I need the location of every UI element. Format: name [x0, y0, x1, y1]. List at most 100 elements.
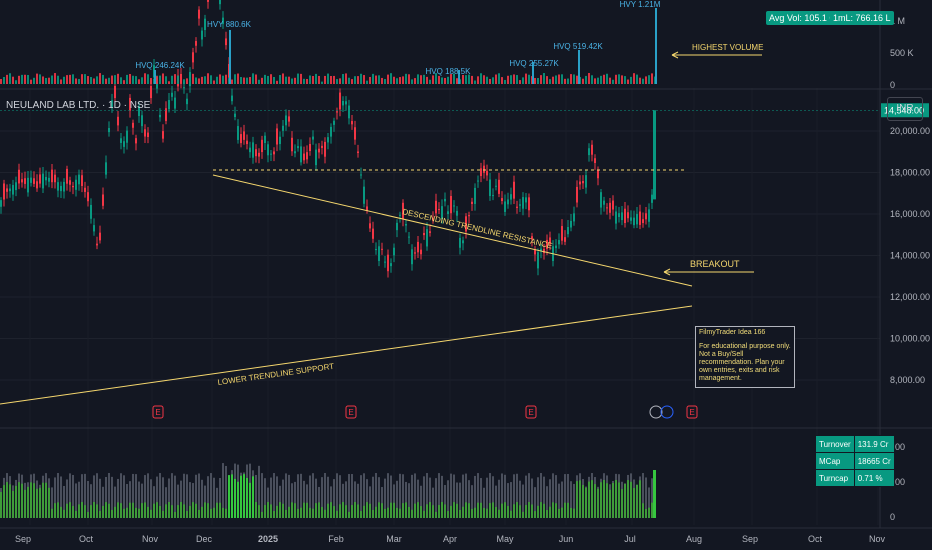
candle-body [627, 212, 629, 219]
volume-bar [486, 76, 488, 84]
candle-body [360, 174, 362, 176]
turnover-bar [369, 486, 371, 518]
stats-label: Turnover [815, 435, 855, 453]
volume-bar [222, 75, 224, 84]
candle-body [567, 227, 569, 235]
candle-body [483, 165, 485, 173]
turnover-ratio-bar [273, 511, 275, 518]
volume-bar [309, 75, 311, 84]
candle-body [288, 116, 290, 122]
volume-bar [51, 75, 53, 84]
turnover-bar [336, 473, 338, 518]
candle-body [324, 141, 326, 157]
candle-body [579, 181, 581, 185]
turnover-ratio-bar [537, 505, 539, 518]
candle-body [207, 0, 209, 2]
turnover-ratio-bar [609, 489, 611, 518]
price-tick-label: 8,000.00 [890, 375, 925, 385]
candle-body [204, 18, 206, 31]
volume-bar [354, 76, 356, 84]
turnover-ratio-bar [234, 478, 236, 518]
candle-body [36, 181, 38, 189]
price-tick-label: 18,000.00 [890, 168, 930, 178]
turnover-ratio-bar [441, 502, 443, 518]
candle-body [306, 152, 308, 160]
candle-body [318, 148, 320, 153]
turnover-ratio-bar [606, 483, 608, 518]
volume-bar [258, 79, 260, 84]
candle-body [639, 211, 641, 225]
turnover-ratio-bar [99, 510, 101, 518]
candle-body [141, 115, 143, 127]
turnover-ratio-bar [597, 488, 599, 518]
volume-bar [327, 73, 329, 84]
currency-button[interactable]: INR [887, 97, 923, 121]
lower-trendline [0, 305, 693, 405]
turnover-ratio-bar [432, 505, 434, 518]
turnover-ratio-bar [282, 503, 284, 518]
turnover-ratio-bar [156, 502, 158, 518]
turnover-ratio-bar [543, 503, 545, 518]
turnover-bar [498, 479, 500, 518]
candle-body [330, 126, 332, 137]
turnover-ratio-bar [444, 504, 446, 518]
volume-bar [375, 75, 377, 84]
volume-bar [357, 76, 359, 84]
candle-body [447, 211, 449, 214]
volume-bar [405, 73, 407, 84]
volume-bar [147, 74, 149, 84]
volume-bar [468, 74, 470, 84]
candle-body [132, 122, 134, 128]
volume-bar [144, 73, 146, 84]
volume-bar [159, 75, 161, 84]
candle-body [393, 247, 395, 256]
candle-body [285, 115, 287, 126]
candle-body [114, 85, 116, 99]
candle-body [339, 92, 341, 110]
candle-body [378, 246, 380, 262]
volume-bar [66, 75, 68, 84]
turnover-bar [564, 474, 566, 518]
candle-body [309, 143, 311, 152]
candle-body [168, 100, 170, 110]
volume-bar [225, 74, 227, 84]
candle-body [87, 192, 89, 202]
symbol-title[interactable]: NEULAND LAB LTD. · 1D · NSE [6, 100, 151, 111]
candle-body [108, 128, 110, 133]
volume-bar [15, 80, 17, 84]
turnover-ratio-bar [573, 508, 575, 518]
turnover-bar [189, 482, 191, 518]
turnover-bar [180, 480, 182, 518]
turnover-bar [108, 473, 110, 518]
turnover-bar [438, 473, 440, 518]
turnover-bar [480, 478, 482, 518]
volume-bar [618, 74, 620, 84]
turnover-bar [546, 486, 548, 518]
turnover-bar [117, 478, 119, 518]
turnover-ratio-bar [351, 505, 353, 518]
turnover-bar [348, 474, 350, 518]
volume-spike-label: HVY 880.6K [207, 20, 252, 29]
turnover-bar [387, 473, 389, 518]
turnover-ratio-bar [249, 482, 251, 518]
turnover-bar [324, 473, 326, 518]
candle-body [27, 177, 29, 193]
volume-bar [597, 77, 599, 84]
volume-bar [282, 73, 284, 84]
volume-bar [402, 76, 404, 84]
turnover-ratio-bar [612, 482, 614, 518]
volume-spike [655, 8, 657, 84]
volume-bar [183, 79, 185, 84]
turnover-ratio-bar [204, 502, 206, 518]
candle-body [333, 120, 335, 125]
turnover-bar [519, 480, 521, 518]
turnover-bar [153, 486, 155, 518]
volume-bar [303, 78, 305, 84]
turnover-ratio-bar [24, 489, 26, 518]
turnover-bar [201, 479, 203, 518]
volume-bar [558, 74, 560, 84]
turnover-bar [207, 476, 209, 518]
turnover-bar [525, 475, 527, 518]
turnover-ratio-bar [225, 508, 227, 518]
